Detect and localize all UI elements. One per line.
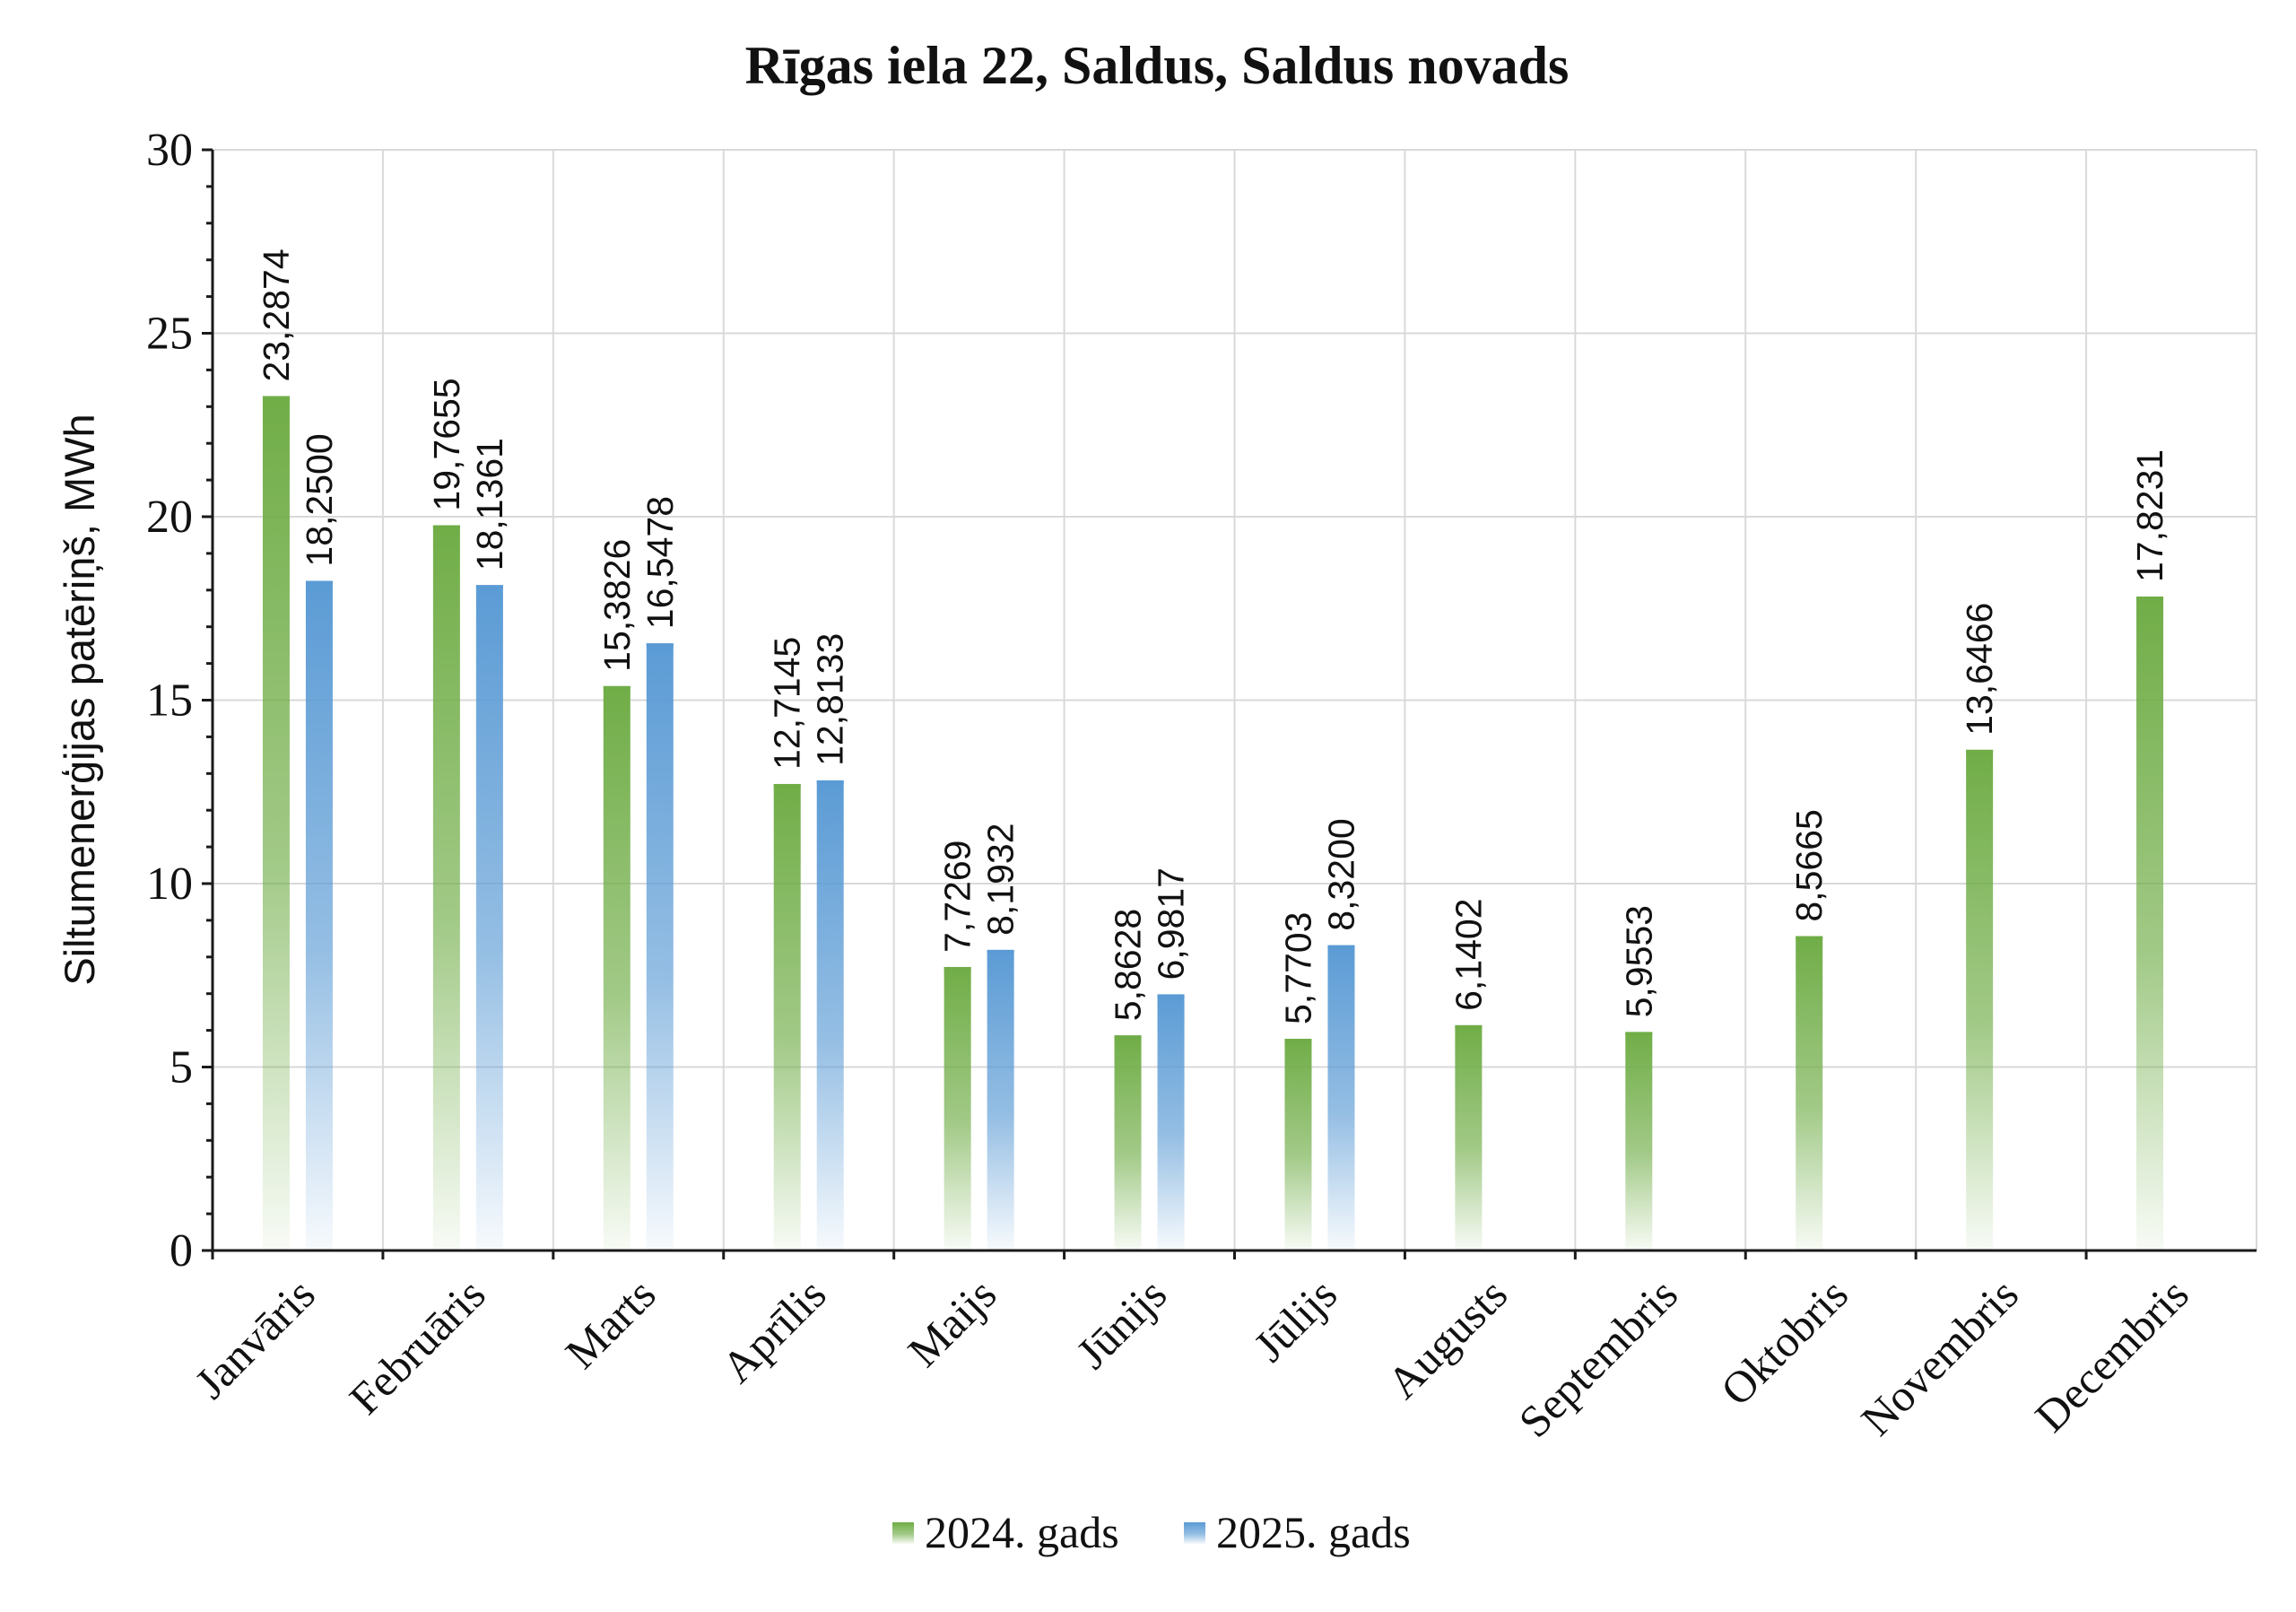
bar-cap xyxy=(1284,1038,1312,1042)
gridlines xyxy=(213,149,2257,1250)
bar-cap xyxy=(773,783,801,788)
bar-series-2 xyxy=(305,580,333,1250)
y-tick-label: 10 xyxy=(146,858,193,910)
x-category-label: Jūnijs xyxy=(1066,1268,1176,1378)
bar-series-1 xyxy=(1625,1032,1653,1250)
bar-cap xyxy=(1157,994,1185,998)
data-label: 16,5478 xyxy=(639,496,681,629)
chart-title: Rīgas iela 22, Saldus, Saldus novads xyxy=(745,36,1570,95)
data-label: 5,8628 xyxy=(1108,909,1149,1021)
x-category-label: Septembris xyxy=(1509,1268,1687,1447)
x-category-label: Novembris xyxy=(1851,1268,2028,1445)
axes: 0 5 10 15 20 25 30 Janvāris Februāris Marts Aprīli… xyxy=(146,125,2257,1447)
data-label: 7,7269 xyxy=(937,841,978,953)
data-label: 19,7655 xyxy=(426,378,467,510)
bar-series-2 xyxy=(1327,945,1355,1250)
x-category-label: Februāris xyxy=(340,1268,495,1424)
bar-series-1 xyxy=(1114,1035,1142,1250)
bar-series-2 xyxy=(987,949,1014,1250)
x-category-label: Augusts xyxy=(1378,1268,1518,1408)
data-label: 5,7703 xyxy=(1277,912,1318,1024)
x-category-label: Oktobris xyxy=(1711,1268,1857,1415)
bar-series-1 xyxy=(603,685,631,1250)
bar-cap xyxy=(432,525,460,529)
y-tick-label: 20 xyxy=(146,492,193,543)
bar-series-2 xyxy=(475,585,503,1250)
data-label: 8,5665 xyxy=(1788,809,1830,921)
bars xyxy=(262,396,2164,1250)
bar-series-1 xyxy=(773,783,801,1250)
legend-swatch xyxy=(892,1522,914,1544)
y-tick-label: 0 xyxy=(170,1225,193,1277)
bar-cap xyxy=(1796,936,1823,940)
bar-cap xyxy=(305,580,333,585)
bar-series-1 xyxy=(262,396,290,1250)
bar-cap xyxy=(603,685,631,690)
bar-cap xyxy=(944,966,971,971)
data-label: 6,9817 xyxy=(1151,867,1192,980)
bar-series-2 xyxy=(1157,994,1185,1250)
y-axis-title: Siltumenerģijas patēriņš, MWh xyxy=(56,414,103,985)
data-label: 8,1932 xyxy=(980,823,1022,935)
bar-cap xyxy=(987,949,1014,954)
x-category-label: Aprīlis xyxy=(712,1268,836,1392)
bar-cap xyxy=(1114,1035,1142,1040)
data-label: 5,9553 xyxy=(1618,905,1659,1017)
legend-swatch xyxy=(1184,1522,1205,1544)
data-label: 13,6466 xyxy=(1959,603,2000,736)
bar-cap xyxy=(816,780,844,784)
bar-series-2 xyxy=(816,780,844,1250)
data-label: 18,1361 xyxy=(469,438,510,571)
data-label: 23,2874 xyxy=(256,248,297,381)
data-label: 12,8133 xyxy=(810,633,851,766)
bar-cap xyxy=(1455,1024,1483,1029)
y-tick-label: 15 xyxy=(146,675,193,727)
y-tick-label: 30 xyxy=(146,125,193,176)
legend-label: 2025. gads xyxy=(1216,1507,1411,1557)
bar-series-1 xyxy=(1796,936,1823,1250)
x-category-label: Jūlijs xyxy=(1244,1268,1346,1371)
data-label: 15,3826 xyxy=(596,539,638,672)
data-label: 6,1402 xyxy=(1448,898,1489,1010)
x-category-label: Janvāris xyxy=(185,1268,324,1407)
bar-cap xyxy=(262,396,290,400)
x-category-label: Maijs xyxy=(898,1268,1005,1376)
bar-series-2 xyxy=(646,643,674,1250)
bar-series-1 xyxy=(432,525,460,1250)
bar-series-1 xyxy=(944,966,971,1250)
bar-cap xyxy=(2136,597,2164,601)
bar-cap xyxy=(1327,945,1355,949)
bar-cap xyxy=(1966,749,1994,754)
bar-series-1 xyxy=(1455,1024,1483,1250)
bar-series-1 xyxy=(1284,1038,1312,1250)
bar-series-1 xyxy=(2136,597,2164,1250)
data-label: 12,7145 xyxy=(767,637,808,770)
y-tick-label: 25 xyxy=(146,309,193,360)
bar-cap xyxy=(646,643,674,648)
data-label: 8,3200 xyxy=(1320,818,1361,930)
data-labels: 23,2874 18,2500 19,7655 18,1361 15,3826 16,54… xyxy=(256,248,2170,1024)
bar-cap xyxy=(475,585,503,589)
bar-cap xyxy=(1625,1032,1653,1036)
legend-label: 2024. gads xyxy=(925,1507,1119,1557)
data-label: 17,8231 xyxy=(2129,449,2170,582)
bar-series-1 xyxy=(1966,749,1994,1250)
data-label: 18,2500 xyxy=(299,433,340,566)
x-category-label: Marts xyxy=(555,1268,665,1378)
legend: 2024. gads 2025. gads xyxy=(892,1507,1411,1557)
y-tick-label: 5 xyxy=(170,1042,193,1094)
x-category-label: Decembris xyxy=(2025,1268,2198,1442)
